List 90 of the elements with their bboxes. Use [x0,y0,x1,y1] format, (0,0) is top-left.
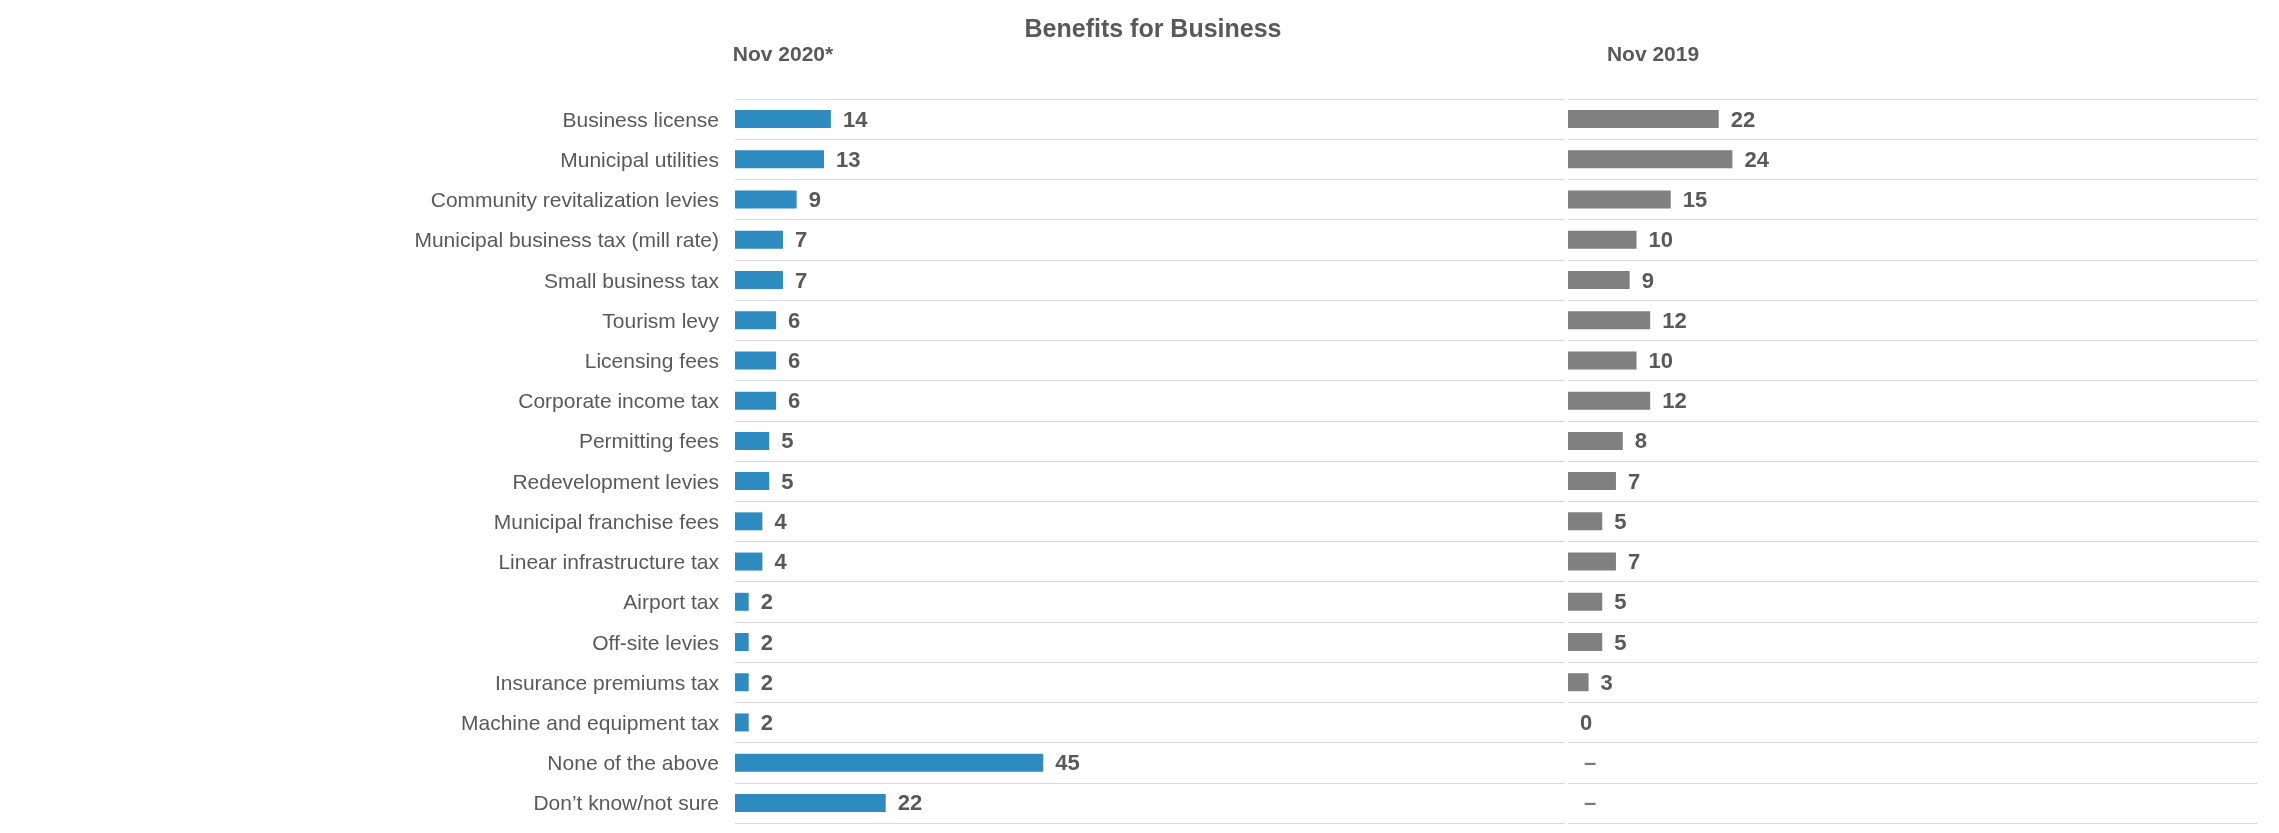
data-label: 22 [897,790,923,816]
chart-subtitle: Nov 2020* [732,42,835,65]
bar [735,793,886,812]
bar [735,633,749,651]
data-label: 7 [794,227,808,253]
y-tick-label: Municipal utilities [560,147,719,171]
data-label: 45 [1055,750,1080,776]
bar [735,110,831,129]
data-label: 15 [1682,187,1708,213]
bar [1568,110,1719,129]
data-label: 10 [1648,227,1673,253]
data-label: 5 [781,468,794,494]
bar [735,753,1044,772]
y-tick-label: Corporate income tax [518,389,720,413]
data-label: 4 [774,508,788,534]
data-label: 2 [760,629,773,655]
bar [735,552,763,571]
bar [735,190,797,209]
data-label: 9 [808,187,821,213]
bar [735,391,777,410]
data-label: 5 [1614,589,1627,615]
bar [1568,351,1637,370]
bar [1568,271,1630,289]
bar [735,673,749,692]
data-label: 22 [1730,106,1756,132]
bar [1568,230,1637,249]
data-label: 3 [1600,669,1613,695]
bar [735,150,825,169]
y-tick-label: Machine and equipment tax [461,710,720,734]
data-label: 5 [1614,508,1627,534]
bar [1568,552,1616,571]
y-tick-label: Don’t know/not sure [533,791,719,815]
data-label: 12 [1662,388,1687,414]
data-label: 10 [1648,347,1673,373]
data-label: 7 [794,267,808,293]
bar [1568,592,1603,611]
y-tick-label: Permitting fees [578,429,719,453]
text: – [1584,790,1597,816]
bar [735,431,770,450]
bar [735,351,777,370]
y-tick-label: Tourism levy [602,308,720,332]
bar [735,713,749,732]
bar [1568,633,1603,651]
bar [735,271,783,289]
data-label: 9 [1641,267,1654,293]
data-label: 8 [1634,428,1648,454]
y-tick-label: Off-site levies [592,630,719,654]
y-tick-label: Insurance premiums tax [494,670,720,694]
y-tick-label: Municipal franchise fees [493,509,719,533]
bar [735,512,763,531]
data-label: 4 [774,549,788,575]
bar [735,472,770,491]
bar [735,592,749,611]
y-tick-label: Redevelopment levies [512,469,719,493]
bar [735,311,777,330]
y-tick-label: Linear infrastructure tax [498,550,720,574]
y-tick-label: Business license [562,107,719,131]
data-label: 5 [781,428,794,454]
data-label: 12 [1662,307,1687,333]
data-label: 6 [788,307,801,333]
data-label: 5 [1614,629,1627,655]
bar [1568,150,1733,169]
y-tick-label: Municipal business tax (mill rate) [414,228,719,252]
bar [1568,190,1671,209]
text: Benefits for Business [1024,13,1282,42]
bar [1568,311,1651,330]
bar [1568,673,1589,692]
y-tick-label: Small business tax [543,268,720,292]
y-tick-label: Airport tax [623,590,720,614]
data-label: 6 [788,388,801,414]
data-label: 2 [760,709,773,735]
text: – [1584,750,1597,776]
data-label: 24 [1744,146,1770,172]
bar [735,230,783,249]
data-label: 2 [760,589,773,615]
data-label: 7 [1627,468,1641,494]
bar [1568,472,1616,491]
data-label: 13 [836,146,861,172]
data-label: 14 [842,106,869,132]
bar [1568,512,1603,531]
bar [1568,431,1623,450]
data-label: 6 [788,347,801,373]
chart-title: Nov 2019 [1606,42,1700,65]
y-tick-label: Community revitalization levies [430,188,719,212]
data-label: 0 [1580,709,1593,735]
bar [1568,391,1651,410]
y-tick-label: Licensing fees [584,348,719,372]
data-label: 7 [1627,549,1641,575]
data-label: 2 [760,669,773,695]
y-tick-label: None of the above [547,751,719,775]
